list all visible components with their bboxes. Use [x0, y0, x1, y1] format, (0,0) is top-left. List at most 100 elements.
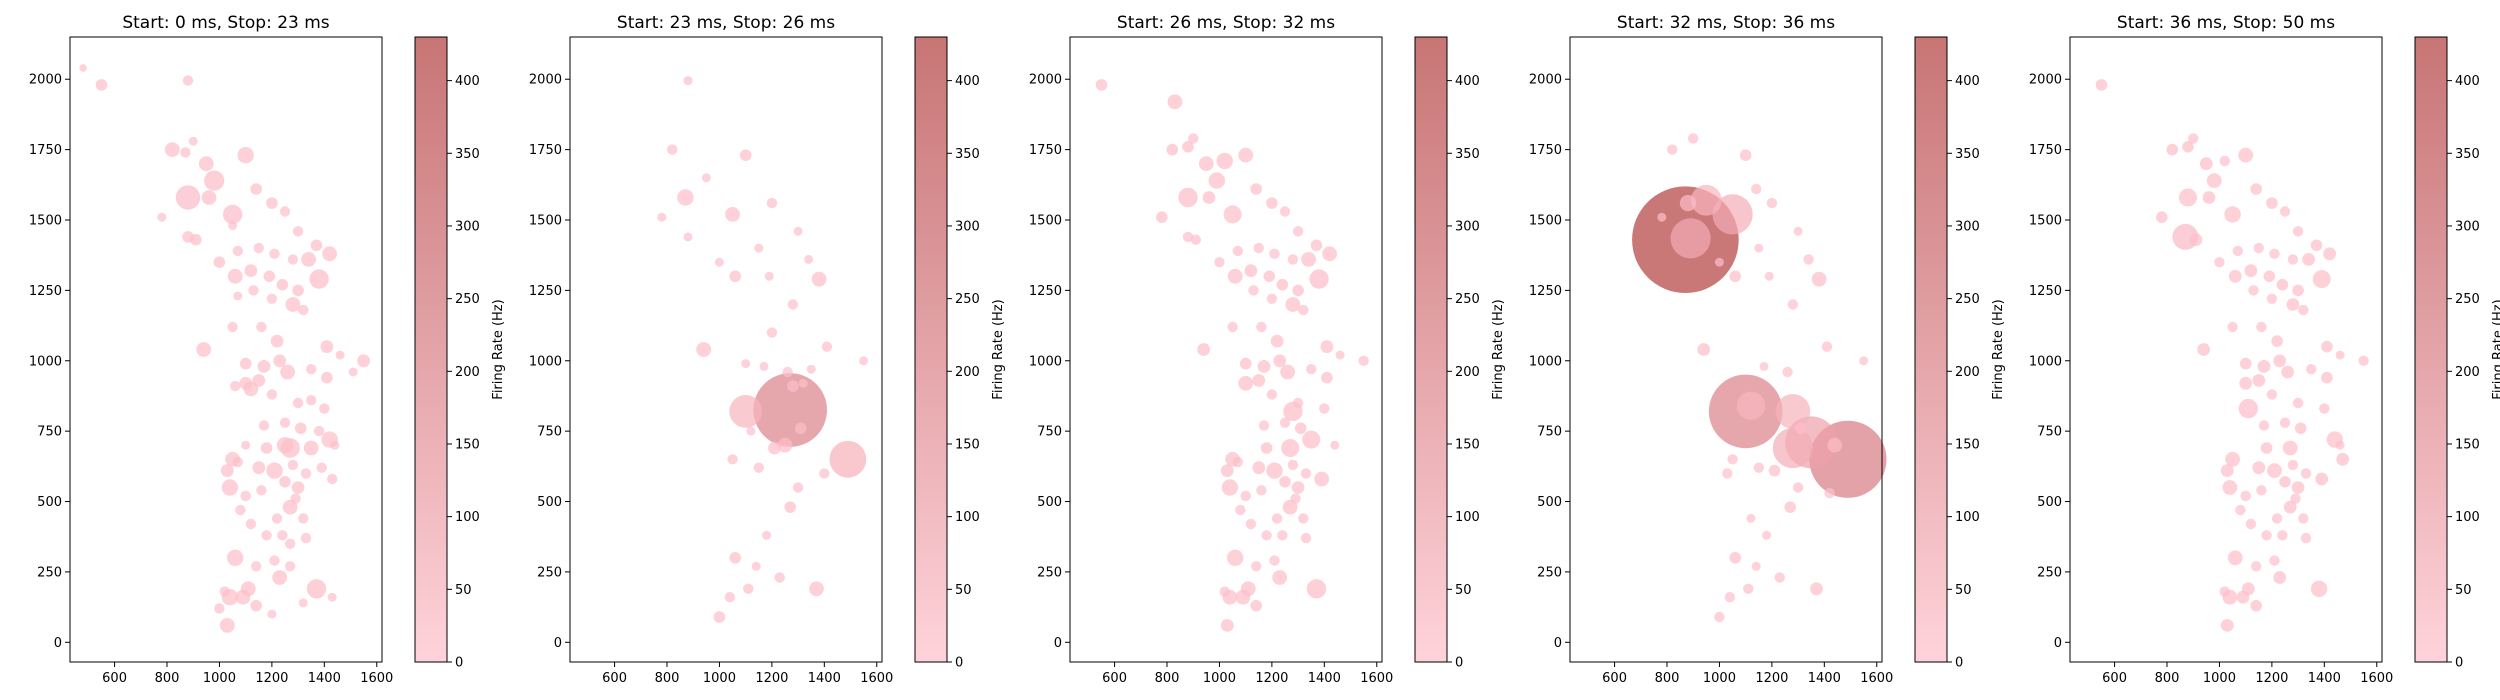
y-tick-label: 1250 — [529, 284, 562, 299]
y-tick-label: 1750 — [529, 143, 562, 158]
y-tick-label: 750 — [537, 425, 562, 440]
data-point — [2250, 599, 2262, 612]
data-point — [270, 334, 284, 348]
data-point — [729, 552, 741, 564]
data-point — [257, 360, 271, 373]
data-point — [1238, 375, 1254, 391]
data-point — [2306, 364, 2317, 375]
data-point — [2238, 147, 2254, 163]
plot-area — [1570, 37, 1882, 662]
y-tick-label: 250 — [1037, 565, 1062, 580]
data-point — [1793, 226, 1803, 236]
data-point — [2319, 403, 2330, 414]
colorbar-tick-label: 400 — [955, 74, 980, 89]
data-point — [1287, 254, 1299, 265]
data-point — [1751, 561, 1761, 571]
data-point — [1330, 440, 1340, 450]
data-point — [657, 212, 667, 222]
colorbar-tick-label: 100 — [455, 510, 480, 525]
data-point — [2166, 143, 2179, 156]
data-point — [1320, 340, 1334, 354]
data-point — [762, 530, 772, 540]
data-point — [1197, 343, 1211, 356]
data-point — [1294, 422, 1307, 435]
colorbar-tick-label: 200 — [455, 365, 480, 380]
data-point — [95, 79, 108, 91]
x-tick-label: 800 — [2155, 671, 2180, 686]
data-point — [1266, 293, 1278, 304]
data-point — [357, 354, 370, 368]
x-tick-label: 1400 — [308, 671, 341, 686]
colorbar-tick-label: 200 — [1955, 365, 1980, 380]
x-tick-label: 1200 — [255, 671, 288, 686]
data-point — [287, 459, 299, 471]
data-point — [1667, 144, 1678, 155]
colorbar-tick-label: 350 — [1955, 147, 1980, 162]
data-point — [819, 468, 830, 479]
y-tick-label: 750 — [1537, 425, 1562, 440]
data-point — [2298, 513, 2309, 524]
y-tick-label: 500 — [1037, 495, 1062, 510]
data-point — [793, 226, 803, 236]
data-point — [1690, 184, 1722, 216]
y-tick-label: 750 — [2037, 425, 2062, 440]
data-point — [1227, 321, 1238, 333]
data-point — [2310, 580, 2328, 597]
data-point — [245, 518, 257, 530]
data-point — [1257, 360, 1271, 373]
data-point — [1319, 403, 1330, 414]
data-point — [256, 485, 267, 496]
data-point — [2220, 619, 2234, 632]
data-point — [309, 269, 329, 289]
data-point — [1238, 147, 1254, 163]
data-point — [1279, 417, 1291, 428]
data-point — [277, 530, 288, 541]
data-point — [1292, 284, 1304, 297]
data-point — [1232, 456, 1244, 468]
data-point — [1281, 439, 1300, 457]
data-point — [1266, 389, 1278, 400]
plot-area — [570, 37, 882, 662]
x-tick-label: 1000 — [2203, 671, 2236, 686]
data-point — [335, 350, 345, 360]
data-point — [316, 462, 327, 473]
data-point — [267, 609, 277, 619]
data-point — [180, 147, 191, 158]
colorbar-tick-label: 100 — [1955, 510, 1980, 525]
data-point — [2335, 440, 2345, 450]
y-tick-label: 500 — [37, 495, 62, 510]
data-point — [2235, 504, 2246, 516]
data-point — [754, 243, 764, 253]
data-point — [2239, 376, 2253, 390]
data-point — [2240, 490, 2251, 502]
data-point — [320, 340, 334, 354]
data-point — [1751, 183, 1762, 195]
data-point — [727, 454, 738, 465]
data-point — [667, 144, 678, 155]
y-tick-label: 2000 — [29, 73, 62, 88]
data-point — [794, 422, 807, 435]
data-point — [792, 482, 804, 493]
data-point — [276, 437, 294, 454]
colorbar-tick-label: 250 — [955, 292, 980, 307]
colorbar — [1915, 37, 1947, 662]
x-tick-label: 1600 — [2360, 671, 2393, 686]
data-point — [2276, 278, 2289, 291]
y-tick-label: 0 — [1554, 636, 1562, 651]
data-point — [829, 440, 867, 478]
data-point — [1310, 239, 1323, 252]
data-point — [1277, 530, 1288, 541]
data-point — [279, 206, 291, 217]
data-point — [1321, 371, 1333, 384]
data-point — [1182, 231, 1194, 243]
colorbar-frame — [2414, 36, 2448, 663]
data-point — [239, 376, 253, 390]
data-point — [2227, 321, 2238, 333]
data-point — [214, 603, 225, 614]
data-point — [285, 538, 296, 549]
data-point — [1167, 94, 1183, 110]
y-tick-label: 0 — [2054, 636, 2062, 651]
colorbar-tick-label: 50 — [2455, 583, 2472, 598]
colorbar-tick-label: 200 — [2455, 365, 2480, 380]
